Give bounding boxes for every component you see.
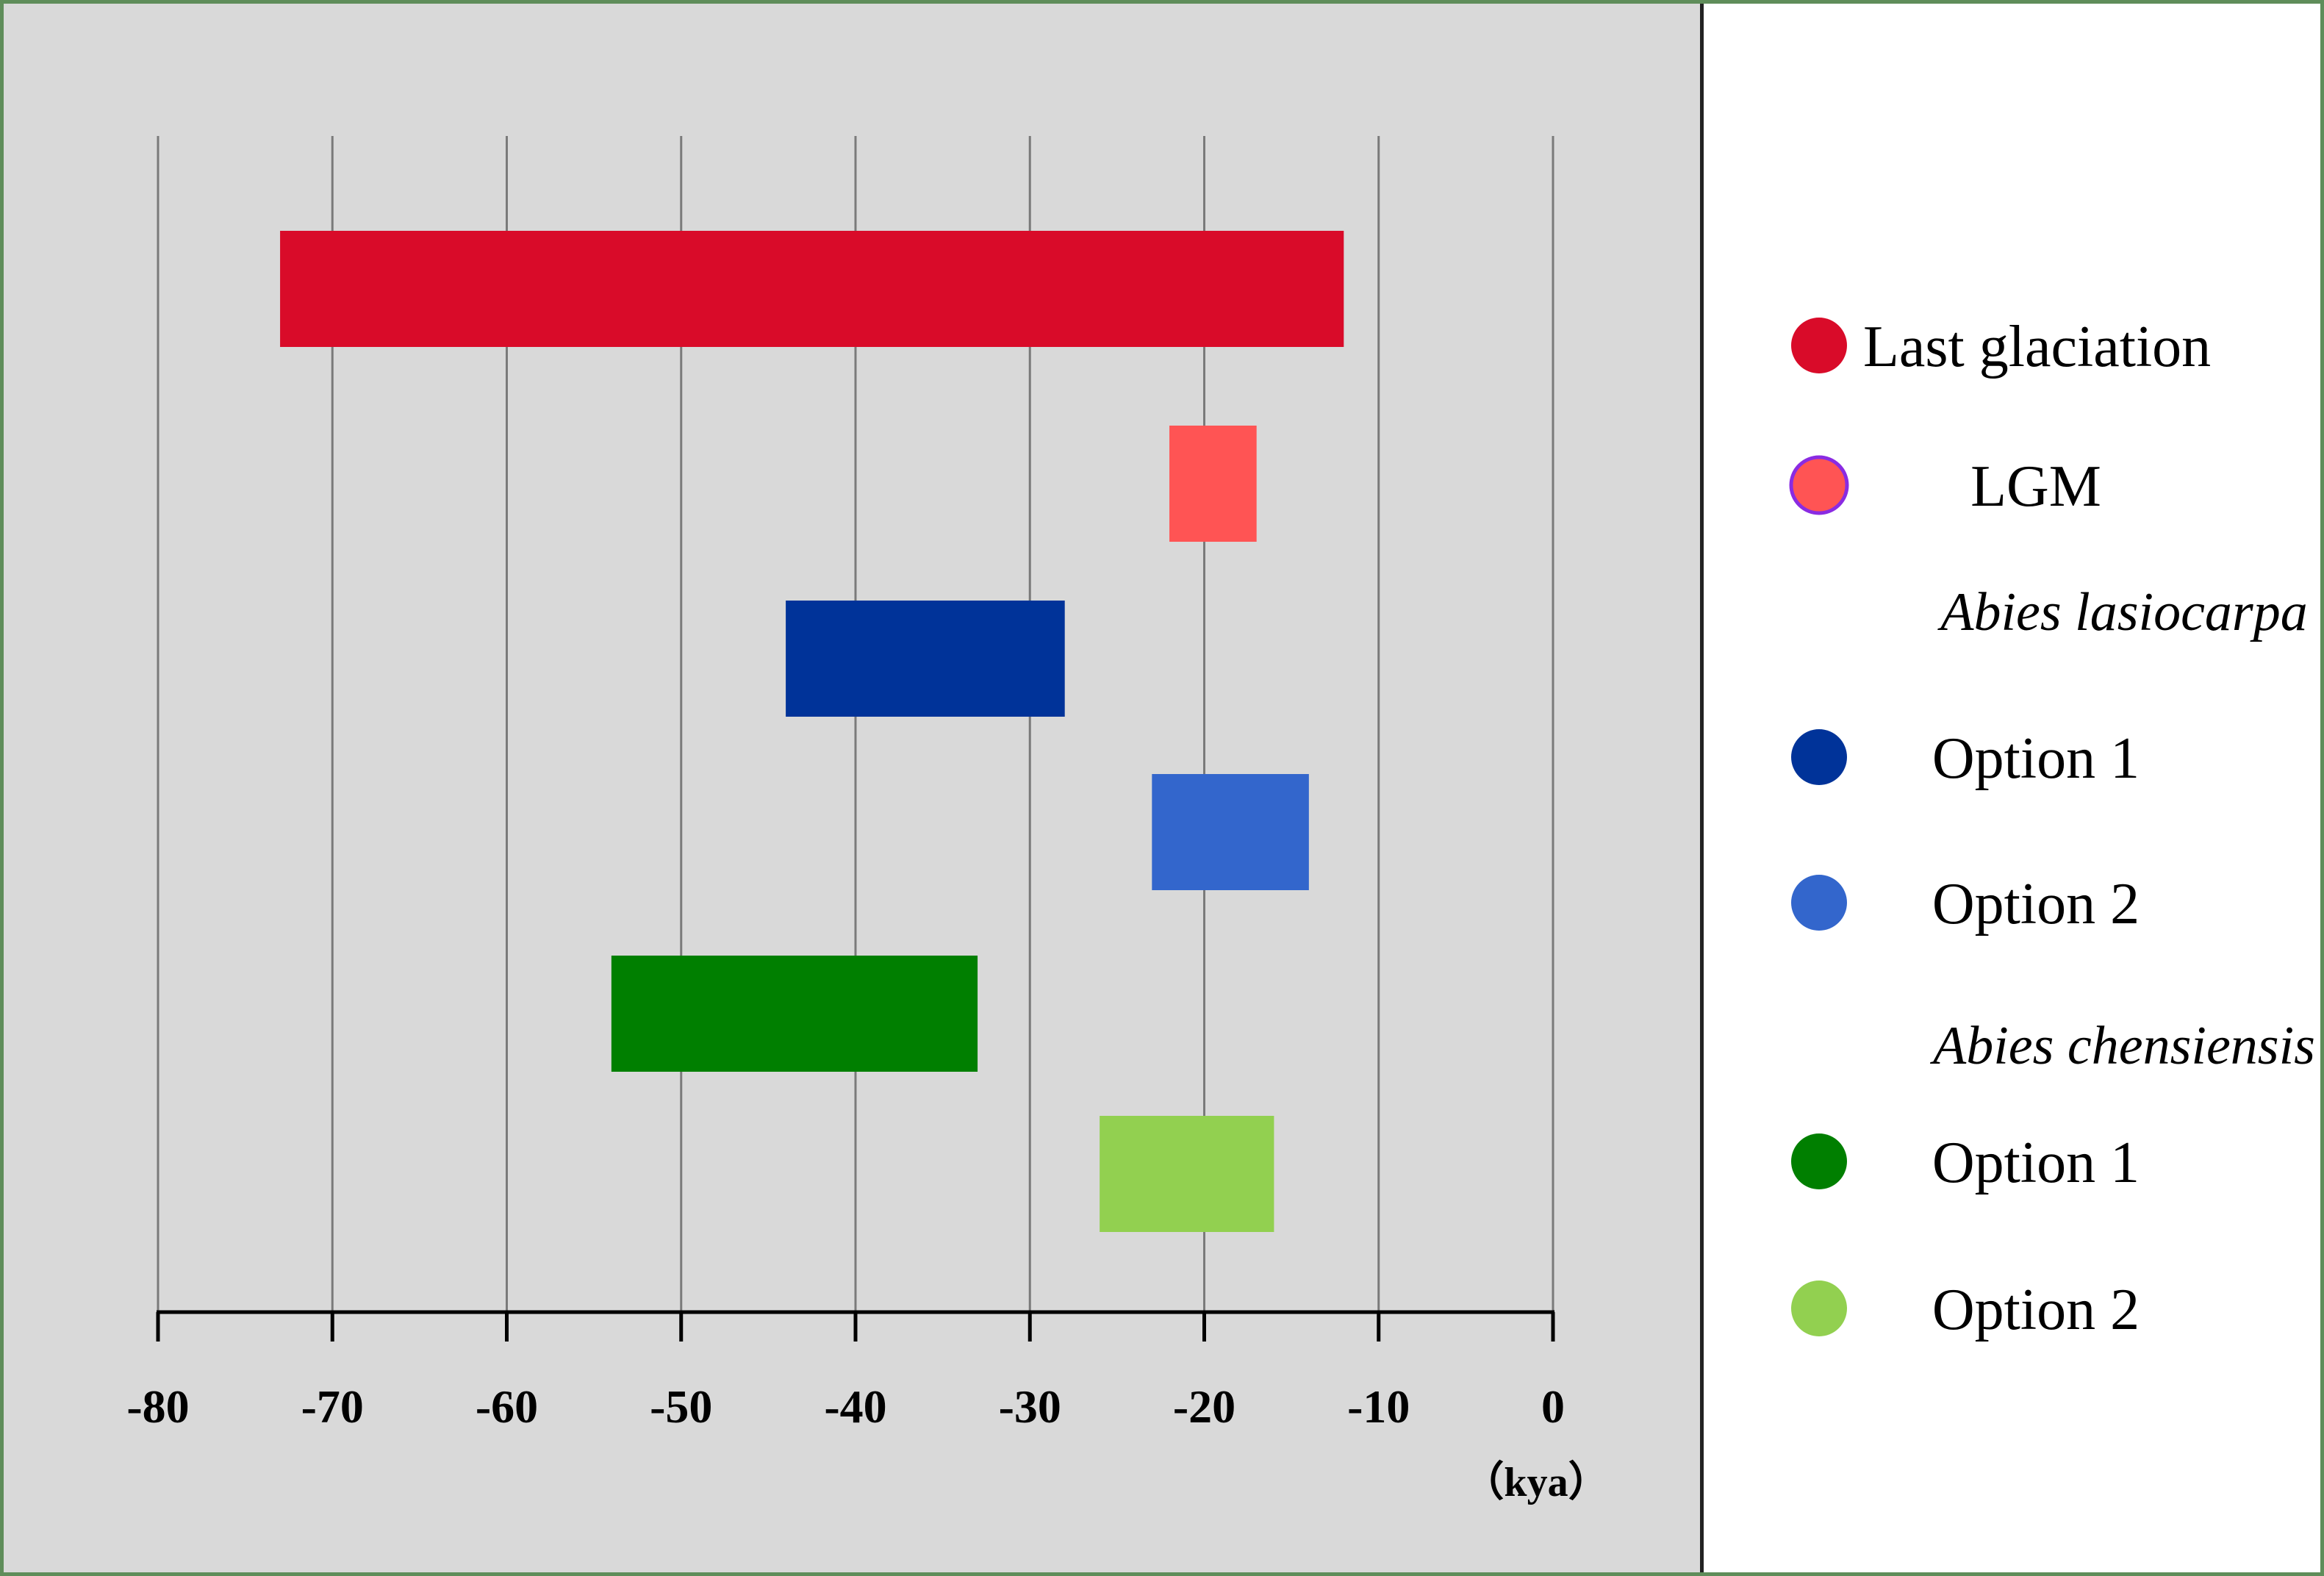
legend-marker: [1789, 455, 1849, 515]
legend-label: Option 2: [1932, 872, 2140, 936]
legend-marker: [1791, 1133, 1847, 1189]
x-tick-label: 0: [1541, 1380, 1565, 1433]
bar-abies-lasiocarpa-option-2: [1152, 774, 1309, 890]
legend-marker: [1791, 729, 1847, 785]
legend-marker: [1791, 1280, 1847, 1336]
x-tick-label: -50: [650, 1380, 712, 1433]
legend-label: LGM: [1970, 454, 2101, 519]
x-axis-unit-label: （kya）: [1463, 1459, 1609, 1505]
x-axis: -80 -70 -60 -50 -40 -30 -20 -10 0: [126, 1310, 1565, 1433]
bar-lgm: [1169, 426, 1257, 542]
x-tick-label: -10: [1347, 1380, 1410, 1433]
x-tick-label: -40: [824, 1380, 886, 1433]
legend-label: Option 2: [1932, 1278, 2140, 1342]
legend-heading: Abies chensiensis: [1929, 1016, 2315, 1076]
legend-heading: Abies lasiocarpa: [1937, 582, 2307, 642]
legend-label: Last glaciation: [1863, 315, 2211, 379]
legend-label: Option 1: [1932, 726, 2140, 791]
x-tick-label: -70: [301, 1380, 364, 1433]
x-tick-label: -20: [1173, 1380, 1235, 1433]
x-tick-label: -30: [999, 1380, 1061, 1433]
x-tick-label: -60: [476, 1380, 538, 1433]
bar-last-glaciation: [280, 231, 1344, 347]
x-tick-label: -80: [126, 1380, 189, 1433]
legend: Last glaciation LGM Abies lasiocarpa Option…: [1789, 315, 2315, 1342]
bars: [280, 231, 1344, 1232]
bar-abies-lasiocarpa-option-1: [786, 601, 1065, 717]
legend-marker: [1791, 318, 1847, 373]
legend-marker: [1791, 875, 1847, 931]
bar-abies-chensiensis-option-1: [611, 956, 978, 1072]
legend-label: Option 1: [1932, 1131, 2140, 1195]
bar-abies-chensiensis-option-2: [1100, 1116, 1274, 1232]
